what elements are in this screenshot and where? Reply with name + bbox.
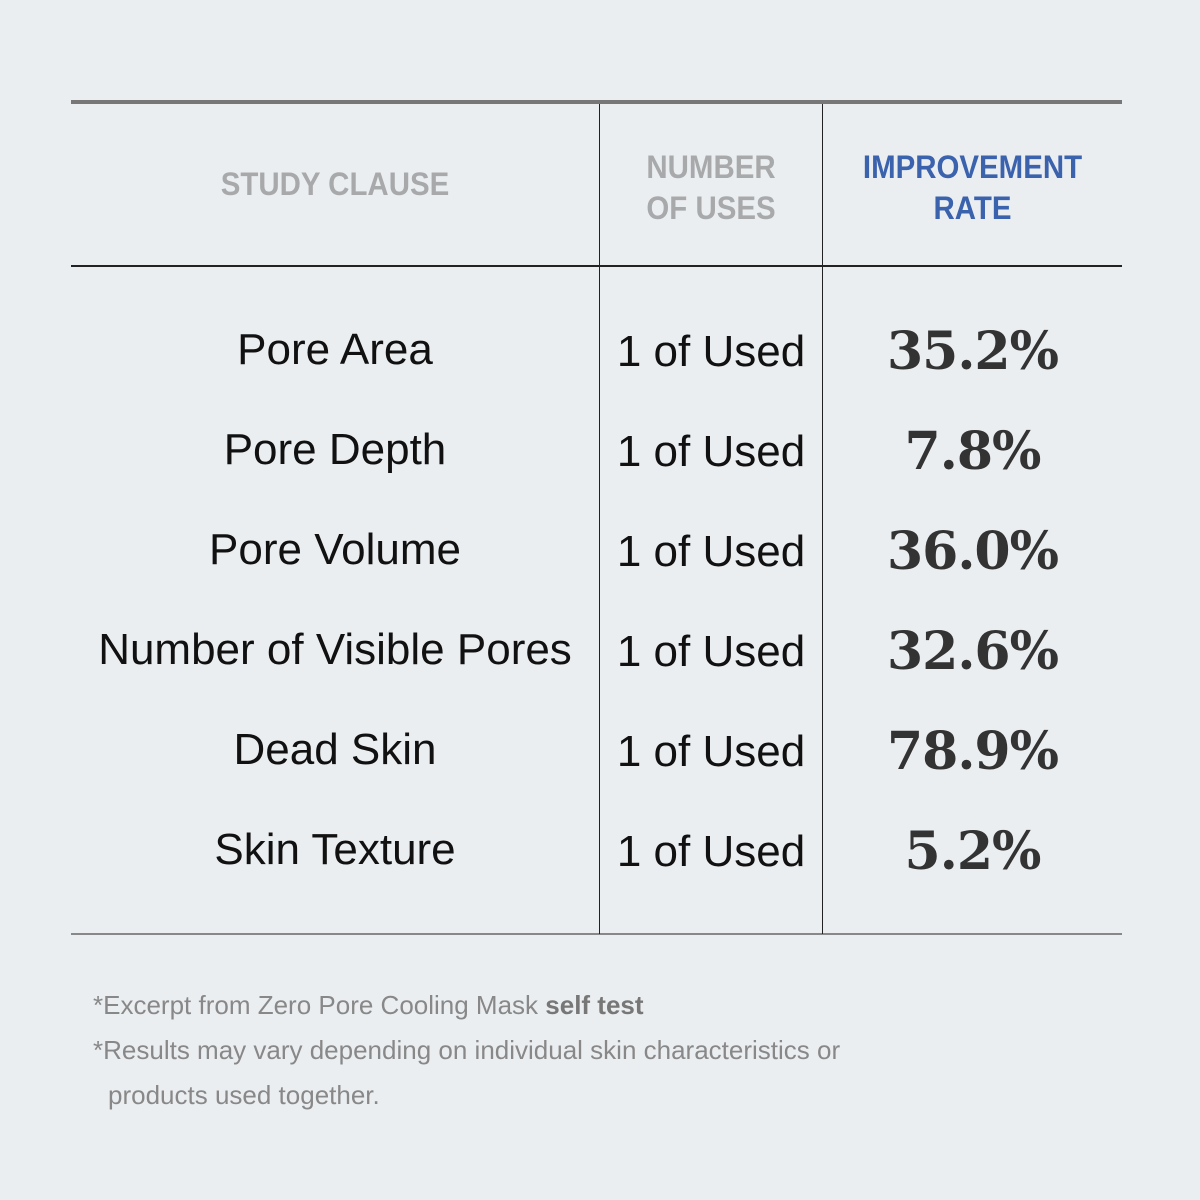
cell-study-clause: Pore Volume bbox=[209, 525, 461, 574]
cell-improvement-rate: 32.6% bbox=[886, 621, 1059, 682]
cell-number-of-uses: 1 of Used bbox=[616, 427, 806, 476]
column-divider bbox=[822, 104, 823, 934]
cell-study-clause: Pore Area bbox=[237, 325, 433, 374]
header-line: NUMBER bbox=[646, 149, 776, 185]
cell-improvement-rate: 36.0% bbox=[886, 521, 1059, 582]
footnote-disclaimer: *Results may vary depending on individua… bbox=[93, 1035, 841, 1065]
cell-improvement-rate: 5.2% bbox=[904, 821, 1042, 882]
footnote-text: *Excerpt from Zero Pore Cooling Mask bbox=[93, 990, 546, 1020]
cell-study-clause: Skin Texture bbox=[214, 825, 456, 874]
header-number-of-uses: NUMBER OF USES bbox=[609, 147, 813, 229]
cell-number-of-uses: 1 of Used bbox=[616, 627, 806, 676]
column-divider bbox=[599, 104, 600, 934]
header-line: OF USES bbox=[646, 190, 776, 226]
cell-study-clause: Number of Visible Pores bbox=[98, 625, 572, 674]
footnote-source: *Excerpt from Zero Pore Cooling Mask sel… bbox=[93, 990, 644, 1020]
cell-study-clause: Pore Depth bbox=[223, 425, 447, 474]
header-line: IMPROVEMENT bbox=[862, 149, 1083, 185]
cell-number-of-uses: 1 of Used bbox=[616, 527, 806, 576]
header-divider bbox=[71, 265, 1122, 267]
footnote-disclaimer-cont: products used together. bbox=[108, 1080, 380, 1110]
cell-number-of-uses: 1 of Used bbox=[616, 727, 806, 776]
cell-improvement-rate: 7.8% bbox=[904, 421, 1042, 482]
header-line: RATE bbox=[933, 190, 1012, 226]
cell-number-of-uses: 1 of Used bbox=[616, 327, 806, 376]
cell-study-clause: Dead Skin bbox=[233, 725, 437, 774]
cell-number-of-uses: 1 of Used bbox=[616, 827, 806, 876]
cell-improvement-rate: 35.2% bbox=[886, 321, 1059, 382]
header-study-clause: STUDY CLAUSE bbox=[220, 166, 450, 202]
cell-improvement-rate: 78.9% bbox=[886, 721, 1059, 782]
footnote-bold-text: self test bbox=[545, 990, 644, 1020]
table-bottom-border bbox=[71, 933, 1122, 935]
table-top-border bbox=[71, 100, 1122, 104]
header-improvement-rate: IMPROVEMENT RATE bbox=[835, 147, 1110, 229]
